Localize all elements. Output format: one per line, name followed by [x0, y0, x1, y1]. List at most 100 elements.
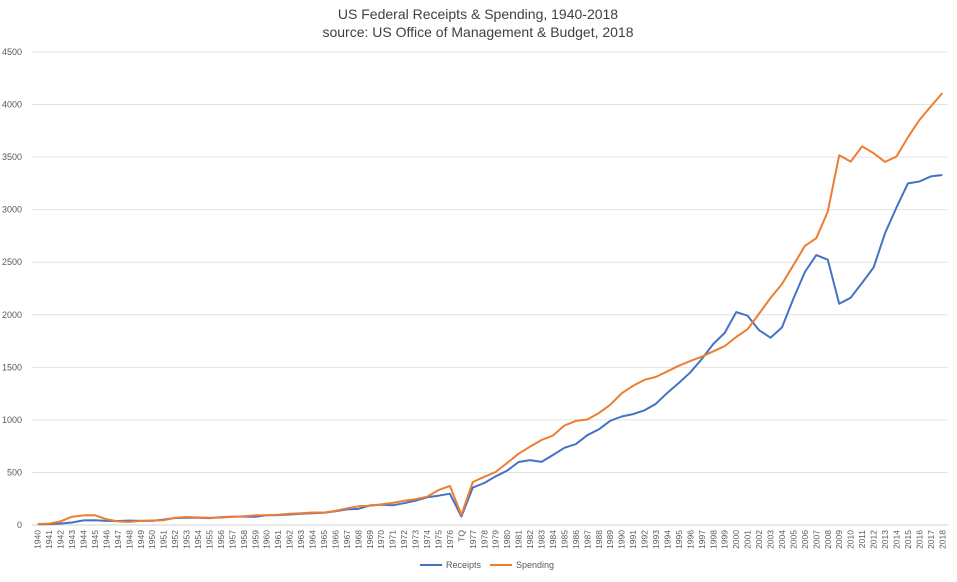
- y-tick-label: 0: [17, 520, 22, 530]
- series-lines: [38, 93, 943, 524]
- y-tick-label: 500: [7, 467, 22, 477]
- x-tick-label: 1946: [101, 530, 111, 549]
- x-tick-label: 1961: [273, 530, 283, 549]
- x-tick-label: 1993: [651, 530, 661, 549]
- x-tick-label: 1970: [376, 530, 386, 549]
- x-tick-label: 1958: [239, 530, 249, 549]
- x-tick-label: 1978: [479, 530, 489, 549]
- x-tick-label: 1979: [491, 530, 501, 549]
- x-tick-label: 1980: [502, 530, 512, 549]
- x-tick-label: 2005: [788, 530, 798, 549]
- series-line-receipts: [38, 175, 943, 524]
- x-tick-label: TQ: [456, 530, 466, 542]
- x-tick-label: 1947: [113, 530, 123, 549]
- y-tick-label: 3000: [2, 205, 22, 215]
- x-tick-label: 1988: [594, 530, 604, 549]
- x-tick-label: 1984: [548, 530, 558, 549]
- x-tick-label: 1968: [353, 530, 363, 549]
- x-tick-label: 1990: [617, 530, 627, 549]
- x-tick-label: 1949: [136, 530, 146, 549]
- x-tick-label: 1966: [330, 530, 340, 549]
- x-tick-label: 2001: [743, 530, 753, 549]
- x-tick-label: 1996: [685, 530, 695, 549]
- x-tick-label: 2011: [857, 530, 867, 549]
- legend: Receipts Spending: [420, 560, 554, 570]
- x-tick-label: 2004: [777, 530, 787, 549]
- x-tick-label: 1959: [250, 530, 260, 549]
- legend-label-spending: Spending: [516, 560, 554, 570]
- x-tick-label: 1997: [697, 530, 707, 549]
- x-tick-label: 1950: [147, 530, 157, 549]
- x-tick-label: 1987: [582, 530, 592, 549]
- x-tick-label: 1986: [571, 530, 581, 549]
- y-tick-label: 2500: [2, 257, 22, 267]
- x-tick-label: 1964: [308, 530, 318, 549]
- x-tick-label: 2007: [811, 530, 821, 549]
- x-tick-label: 1989: [605, 530, 615, 549]
- x-tick-label: 1991: [628, 530, 638, 549]
- y-tick-label: 2000: [2, 310, 22, 320]
- x-tick-label: 1960: [262, 530, 272, 549]
- x-tick-label: 1983: [537, 530, 547, 549]
- x-tick-label: 1981: [514, 530, 524, 549]
- x-tick-label: 1965: [319, 530, 329, 549]
- y-tick-label: 4500: [2, 47, 22, 57]
- x-tick-label: 1998: [708, 530, 718, 549]
- x-tick-label: 1963: [296, 530, 306, 549]
- series-line-spending: [38, 93, 943, 524]
- y-tick-label: 3500: [2, 152, 22, 162]
- x-tick-label: 2006: [800, 530, 810, 549]
- x-tick-label: 1967: [342, 530, 352, 549]
- x-tick-label: 1995: [674, 530, 684, 549]
- x-tick-label: 1943: [67, 530, 77, 549]
- y-axis: 0 500 1000 1500 2000 2500 3000 3500 4000 4500: [2, 47, 22, 530]
- x-tick-label: 1953: [182, 530, 192, 549]
- legend-label-receipts: Receipts: [446, 560, 482, 570]
- x-tick-label: 1977: [468, 530, 478, 549]
- x-tick-label: 1976: [445, 530, 455, 549]
- x-tick-label: 1974: [422, 530, 432, 549]
- x-tick-label: 1944: [79, 530, 89, 549]
- x-tick-label: 2014: [891, 530, 901, 549]
- x-tick-label: 1985: [559, 530, 569, 549]
- x-tick-label: 1999: [720, 530, 730, 549]
- x-tick-label: 1973: [411, 530, 421, 549]
- chart-title: US Federal Receipts & Spending, 1940-201…: [338, 6, 618, 22]
- y-tick-label: 1000: [2, 415, 22, 425]
- x-tick-label: 1971: [388, 530, 398, 549]
- x-tick-label: 2017: [926, 530, 936, 549]
- x-tick-label: 1940: [33, 530, 43, 549]
- x-tick-label: 1954: [193, 530, 203, 549]
- x-tick-label: 2012: [869, 530, 879, 549]
- x-tick-label: 2013: [880, 530, 890, 549]
- x-tick-label: 1951: [159, 530, 169, 549]
- x-tick-label: 1941: [44, 530, 54, 549]
- x-tick-label: 2002: [754, 530, 764, 549]
- x-tick-label: 1969: [365, 530, 375, 549]
- x-tick-label: 1957: [227, 530, 237, 549]
- x-tick-label: 1942: [56, 530, 66, 549]
- x-tick-label: 1992: [640, 530, 650, 549]
- y-tick-label: 4000: [2, 100, 22, 110]
- x-tick-label: 1975: [433, 530, 443, 549]
- x-tick-label: 2015: [903, 530, 913, 549]
- x-tick-label: 2016: [914, 530, 924, 549]
- x-tick-label: 1952: [170, 530, 180, 549]
- x-tick-label: 1972: [399, 530, 409, 549]
- x-tick-label: 2008: [823, 530, 833, 549]
- x-tick-label: 1962: [285, 530, 295, 549]
- x-tick-label: 2009: [834, 530, 844, 549]
- gridlines: [32, 52, 948, 525]
- x-tick-label: 2018: [937, 530, 947, 549]
- y-tick-label: 1500: [2, 362, 22, 372]
- x-tick-label: 2010: [846, 530, 856, 549]
- x-tick-label: 1994: [662, 530, 672, 549]
- x-tick-label: 1956: [216, 530, 226, 549]
- x-tick-label: 1955: [204, 530, 214, 549]
- x-tick-label: 1982: [525, 530, 535, 549]
- x-tick-label: 2003: [766, 530, 776, 549]
- chart-subtitle: source: US Office of Management & Budget…: [322, 24, 633, 40]
- x-tick-label: 2000: [731, 530, 741, 549]
